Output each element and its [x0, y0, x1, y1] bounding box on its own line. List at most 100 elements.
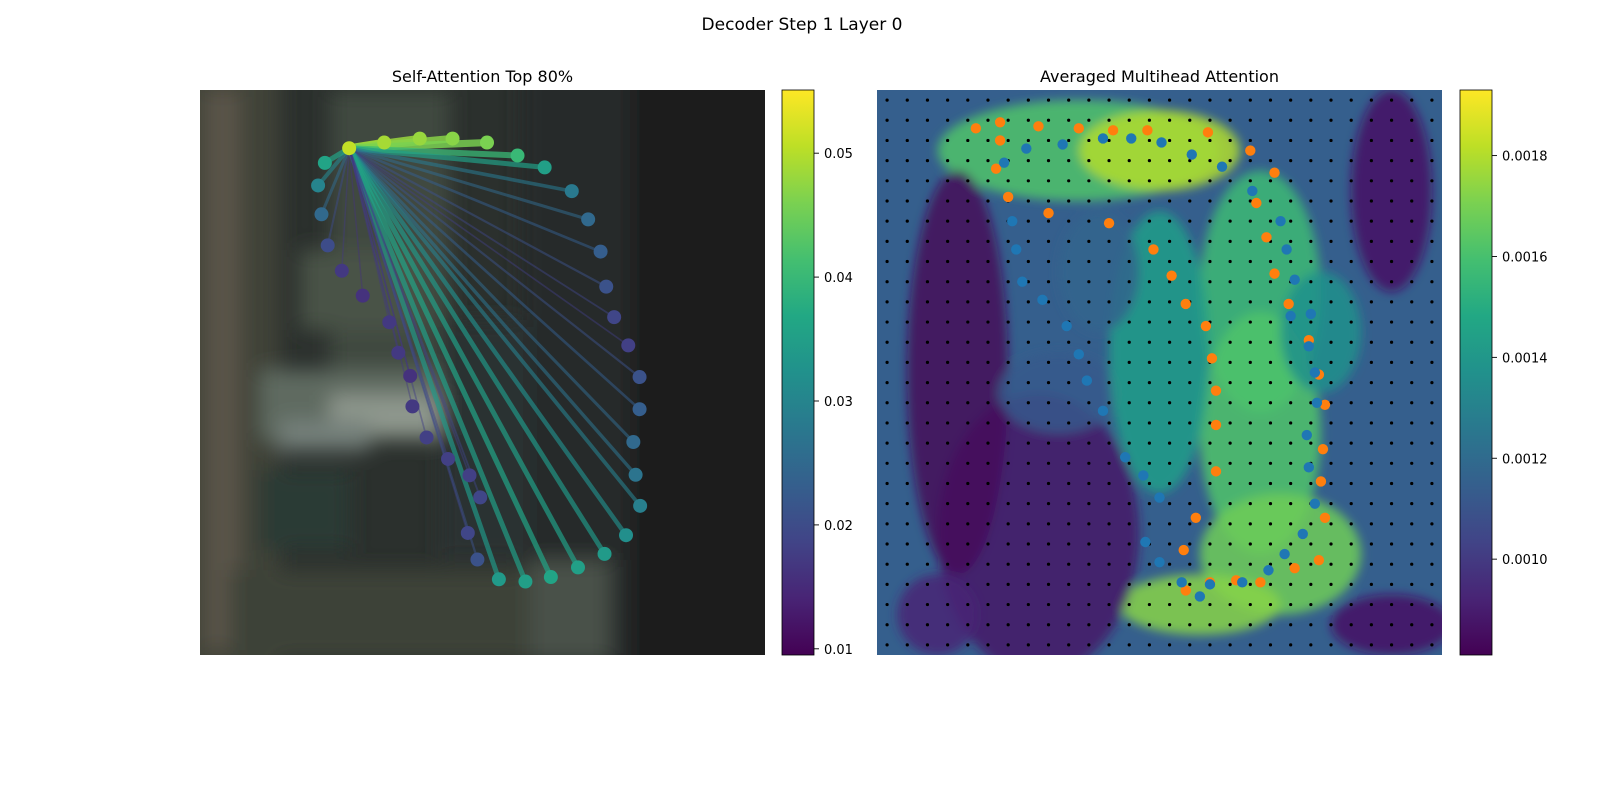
attention-point-1 [377, 135, 392, 150]
blue-point-21 [1081, 375, 1093, 386]
orange-point-33 [1178, 544, 1189, 556]
attention-line-8 [347, 146, 590, 221]
attention-point-28 [441, 451, 456, 466]
attention-line-24 [348, 147, 479, 561]
attention-line-31 [348, 147, 411, 377]
attention-point-9 [593, 244, 608, 259]
attention-point-3 [445, 131, 460, 146]
self-attention-points [311, 131, 648, 589]
attention-line-21 [346, 145, 554, 580]
blue-point-0 [1097, 133, 1109, 144]
blue-point-17 [1303, 341, 1315, 352]
attention-point-4 [480, 135, 495, 150]
attention-line-20 [346, 145, 581, 570]
orange-point-10 [1269, 167, 1280, 178]
heat-blob-1 [1078, 110, 1241, 191]
attention-line-35 [341, 147, 350, 272]
attention-line-12 [348, 147, 630, 347]
colorbar-tick-label-4: 0.0018 [1502, 150, 1548, 165]
self-attention-title: Self-Attention Top 80% [392, 67, 573, 86]
attention-line-15 [347, 146, 635, 444]
blue-point-8 [1247, 185, 1258, 197]
attention-point-14 [632, 402, 647, 417]
attention-point-32 [391, 345, 406, 360]
multihead-attention-title: Averaged Multihead Attention [1040, 67, 1279, 86]
attention-line-37 [319, 146, 351, 216]
orange-point-14 [1251, 197, 1262, 209]
orange-point-5 [1142, 125, 1153, 136]
attention-point-25 [460, 525, 475, 540]
blue-point-39 [1194, 591, 1206, 602]
blue-point-29 [1154, 492, 1165, 503]
orange-point-9 [990, 163, 1002, 174]
blue-point-19 [1073, 349, 1084, 360]
orange-point-35 [1289, 563, 1300, 574]
attention-line-33 [348, 147, 391, 323]
orange-point-0 [970, 123, 982, 134]
colorbar-tick-label-3: 0.0016 [1502, 250, 1548, 265]
attention-connections [316, 134, 643, 585]
attention-line-34 [348, 147, 364, 297]
attention-line-14 [347, 146, 641, 411]
attention-line-38 [316, 146, 352, 188]
orange-point-31 [1190, 512, 1202, 523]
attention-point-36 [320, 238, 335, 253]
orange-point-21 [1200, 320, 1212, 332]
heat-blob-12 [1280, 271, 1362, 393]
orange-point-19 [1180, 298, 1191, 310]
attention-line-29 [348, 147, 428, 439]
attention-point-16 [628, 467, 643, 482]
attention-point-21 [543, 570, 558, 585]
orange-point-6 [1202, 127, 1214, 138]
orange-point-1 [994, 117, 1006, 128]
orange-point-34 [1313, 554, 1325, 566]
attention-point-15 [626, 434, 641, 449]
blue-point-30 [1297, 528, 1308, 540]
blue-point-24 [1301, 429, 1313, 441]
attention-line-11 [348, 147, 616, 319]
attention-point-38 [311, 178, 326, 193]
attention-point-31 [403, 368, 418, 383]
attention-line-30 [348, 147, 414, 408]
orange-point-36 [1255, 577, 1266, 588]
orange-point-29 [1210, 466, 1222, 477]
self-attention-panel: Self-Attention Top 80% [200, 67, 853, 658]
blue-point-7 [1216, 161, 1228, 172]
orange-point-37 [1180, 585, 1191, 596]
figure-suptitle: Decoder Step 1 Layer 0 [702, 15, 903, 35]
attention-line-7 [347, 146, 574, 193]
blue-point-13 [1289, 274, 1300, 285]
heat-blob-10 [1331, 594, 1442, 655]
blue-point-36 [1237, 577, 1248, 588]
orange-point-20 [1283, 298, 1294, 310]
attention-line-27 [348, 147, 471, 477]
blue-point-6 [998, 157, 1010, 168]
orange-point-17 [1269, 268, 1280, 279]
colorbar-tick-label-2: 0.03 [824, 395, 853, 410]
colorbar-tick-label-3: 0.04 [824, 271, 853, 286]
heat-blob-3 [1199, 311, 1321, 555]
attention-line-13 [348, 147, 641, 379]
colorbar-tick-label-1: 0.0012 [1502, 452, 1548, 467]
attention-point-13 [632, 370, 647, 385]
orange-point-2 [1033, 121, 1044, 132]
blue-point-32 [1279, 548, 1290, 560]
attention-point-18 [619, 528, 634, 543]
attention-point-12 [621, 338, 636, 353]
heat-blob-5 [1119, 574, 1281, 635]
blue-point-33 [1154, 556, 1165, 568]
colorbar-tick-label-2: 0.0014 [1502, 351, 1548, 366]
attention-point-6 [537, 160, 552, 175]
orange-point-3 [1073, 123, 1084, 134]
attention-line-6 [346, 145, 548, 170]
blue-point-35 [1204, 579, 1216, 590]
orange-point-18 [1166, 270, 1177, 281]
attention-line-36 [326, 147, 351, 247]
attention-point-35 [334, 263, 349, 278]
blue-point-11 [1281, 244, 1292, 255]
attention-line-26 [348, 147, 482, 499]
blue-point-2 [1156, 137, 1167, 148]
colorbar-tick-label-1: 0.02 [824, 519, 853, 534]
attention-point-33 [382, 315, 397, 330]
